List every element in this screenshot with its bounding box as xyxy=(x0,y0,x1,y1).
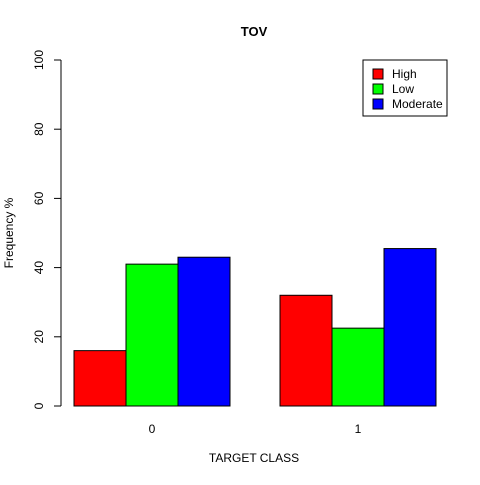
y-tick-label: 60 xyxy=(32,191,46,205)
y-tick-label: 100 xyxy=(32,50,46,70)
y-tick-label: 80 xyxy=(32,122,46,136)
bar-low-1 xyxy=(331,327,385,407)
x-tick-label-1: 1 xyxy=(355,422,362,436)
y-tick-label: 40 xyxy=(32,261,46,275)
bar-moderate-1 xyxy=(383,248,437,407)
chart-title: TOV xyxy=(241,24,268,39)
bar-high-0 xyxy=(73,350,127,407)
y-tick-label: 0 xyxy=(32,402,46,409)
y-tick-label: 20 xyxy=(32,330,46,344)
bars-group xyxy=(73,248,437,407)
bar-high-1 xyxy=(279,294,333,407)
y-axis: 0 20 40 60 80 100 xyxy=(32,50,62,409)
legend-label-low: Low xyxy=(392,82,414,96)
x-tick-label-0: 0 xyxy=(149,422,156,436)
y-axis-label: Frequency % xyxy=(2,197,16,268)
bar-moderate-0 xyxy=(177,256,231,407)
legend-swatch-moderate xyxy=(372,98,384,110)
legend-label-high: High xyxy=(392,67,417,81)
legend-swatch-high xyxy=(372,68,384,80)
legend-swatch-low xyxy=(372,83,384,95)
x-axis-label: TARGET CLASS xyxy=(209,451,299,465)
legend-label-moderate: Moderate xyxy=(392,97,443,111)
bar-low-0 xyxy=(125,263,179,407)
